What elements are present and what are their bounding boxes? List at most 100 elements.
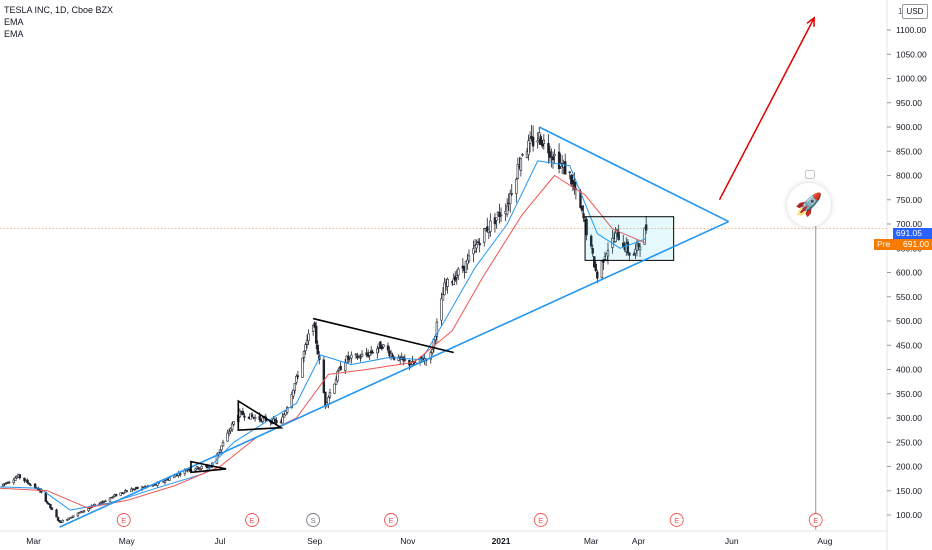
candle-body	[591, 248, 594, 254]
earnings-event-marker[interactable]	[533, 513, 548, 527]
candle-body	[218, 449, 222, 453]
candle-body	[1, 483, 5, 487]
candle-body	[443, 282, 446, 296]
y-tick-label: 500.00	[896, 316, 922, 326]
triangle-pattern[interactable]	[237, 399, 284, 431]
y-tick-label: 1050.00	[896, 49, 927, 59]
ema-line	[0, 160, 647, 511]
candle-body	[70, 516, 73, 519]
y-tick-label: 350.00	[896, 389, 922, 399]
y-tick-label: 450.00	[896, 340, 922, 350]
candle-body	[505, 205, 509, 215]
y-tick-label: 200.00	[896, 462, 922, 472]
candle-body	[130, 488, 133, 493]
candle-body	[230, 423, 234, 430]
rocket-icon[interactable]: 🚀	[787, 183, 831, 227]
event-label: E	[813, 516, 818, 525]
candle-body	[133, 488, 136, 491]
candle-body	[76, 512, 80, 517]
candle-body	[606, 250, 610, 257]
candle-body	[26, 479, 29, 484]
candle-body	[464, 261, 468, 273]
candle-body	[622, 242, 625, 247]
split-event-marker[interactable]	[306, 513, 321, 527]
candle-body	[275, 420, 278, 424]
y-tick-label: 250.00	[896, 437, 922, 447]
earnings-event-marker[interactable]	[245, 513, 260, 527]
candle-body	[365, 352, 368, 356]
candle-body	[334, 379, 338, 385]
candle-body	[515, 179, 518, 194]
range-rectangle[interactable]	[584, 216, 675, 261]
candle-body	[573, 181, 576, 190]
candle-body	[521, 154, 524, 156]
y-tick-label: 150.00	[896, 486, 922, 496]
pre-market-price-tag: Pre 691.00	[874, 239, 932, 250]
support-trendline[interactable]	[59, 220, 729, 528]
candle-body	[136, 486, 139, 489]
earnings-event-marker[interactable]	[808, 513, 823, 527]
y-tick-label: 1100.00	[896, 25, 926, 35]
y-tick-label: 800.00	[896, 171, 922, 181]
event-label: E	[538, 516, 543, 525]
candle-body	[441, 294, 445, 301]
earnings-event-marker[interactable]	[116, 513, 131, 527]
candle-body	[536, 140, 539, 143]
candle-body	[58, 519, 61, 523]
pre-market-value: 691.00	[903, 239, 929, 249]
candle-body	[553, 154, 556, 157]
candle-body	[61, 520, 64, 523]
candle-body	[315, 325, 318, 344]
candle-body	[350, 354, 353, 359]
resistance-trendline[interactable]	[538, 126, 730, 223]
candle-body	[301, 357, 304, 378]
candle-body	[638, 246, 642, 251]
candle-body	[360, 353, 364, 357]
candle-body	[499, 214, 503, 217]
y-tick-label: 900.00	[896, 122, 922, 132]
candle-body	[589, 235, 593, 247]
earnings-event-marker[interactable]	[384, 513, 399, 527]
candle-body	[27, 483, 31, 485]
triangle-pattern[interactable]	[190, 460, 227, 474]
x-tick-label: Apr	[632, 536, 645, 546]
candle-body	[475, 244, 478, 249]
target-arrow[interactable]	[718, 17, 815, 201]
earnings-event-marker[interactable]	[669, 513, 684, 527]
pennant-resistance-line[interactable]	[312, 317, 454, 354]
candle-body	[486, 226, 489, 232]
currency-selector[interactable]: USD	[902, 4, 928, 19]
candle-body	[292, 389, 295, 397]
candle-body	[382, 344, 385, 348]
candle-body	[489, 220, 492, 232]
candle-body	[253, 416, 257, 420]
ema-indicator-label[interactable]: EMA	[4, 17, 24, 27]
candle-body	[632, 253, 636, 256]
candle-body	[7, 481, 11, 484]
candle-body	[570, 175, 573, 185]
candle-body	[510, 193, 513, 195]
candle-body	[359, 357, 362, 359]
candle-body	[322, 359, 326, 394]
candle-body	[547, 143, 550, 154]
candle-body	[344, 361, 347, 371]
candle-body	[354, 353, 358, 356]
candle-body	[104, 500, 107, 503]
candle-body	[163, 480, 167, 483]
x-tick-label: May	[119, 536, 136, 546]
candle-body	[56, 517, 60, 521]
x-tick-label: Jun	[725, 536, 739, 546]
y-tick-label: 950.00	[896, 98, 922, 108]
candle-body	[519, 158, 523, 171]
ema-indicator-label[interactable]: EMA	[4, 29, 24, 39]
candle-body	[446, 278, 449, 287]
candle-body	[273, 419, 277, 421]
candle-body	[605, 253, 608, 261]
candle-body	[600, 260, 604, 278]
candle-body	[316, 344, 319, 355]
candle-body	[261, 417, 264, 422]
candle-body	[476, 241, 480, 244]
x-tick-label: Mar	[584, 536, 599, 546]
y-tick-label: 400.00	[896, 365, 922, 375]
